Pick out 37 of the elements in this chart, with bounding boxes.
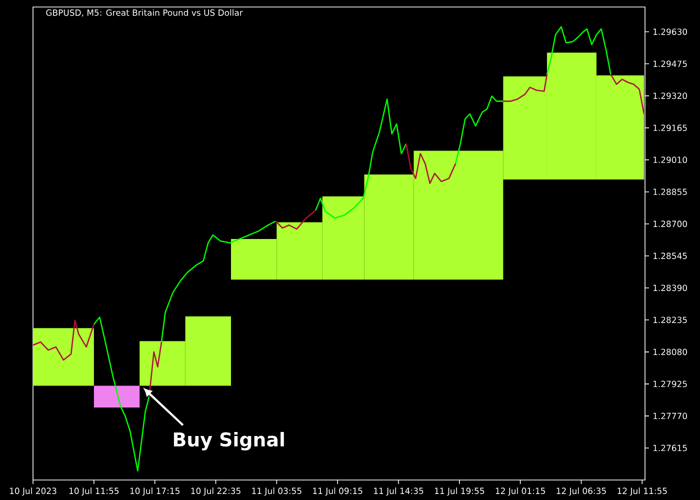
x-tick-label: 11 Jul 03:55 [252,488,302,496]
line-series [275,210,316,230]
line-series [160,220,276,343]
line-series [546,26,612,75]
y-tick-label: 1.29010 [653,156,687,164]
x-tick-label: 10 Jul 22:35 [191,488,240,496]
annotation: Buy Signal [174,432,284,450]
line-series [315,98,407,219]
bar [94,386,140,408]
y-tick-label: 1.28235 [653,316,687,324]
y-tick-label: 1.28545 [653,252,687,260]
x-tick-label: 11 Jul 14:35 [374,488,424,496]
x-tick-label: 10 Jul 2023 [10,488,56,496]
y-tick-label: 1.28855 [653,188,687,196]
y-tick-label: 1.28700 [653,220,687,228]
x-tick-label: 12 Jul 06:35 [556,488,606,496]
line-series [33,320,95,361]
line-series [610,74,645,115]
line-series [405,143,456,184]
line-series [502,74,548,102]
y-tick-label: 1.28080 [653,348,687,356]
x-tick-label: 12 Jul 11:55 [618,488,667,496]
x-tick-label: 11 Jul 09:15 [313,488,362,496]
x-tick-label: 10 Jul 17:15 [130,488,180,496]
x-tick-label: 10 Jul 11:55 [69,488,119,496]
x-tick-label: 12 Jul 01:15 [496,488,545,496]
y-tick-label: 1.28390 [653,284,687,292]
y-tick-label: 1.29475 [653,60,687,67]
y-tick-label: 1.29165 [653,124,687,132]
y-tick-label: 1.27770 [653,412,687,420]
line-series [454,96,504,164]
y-tick-label: 1.27925 [653,380,687,388]
y-tick-label: 1.29320 [653,92,687,100]
chart-title: GBPUSD, M5: Great Britain Pound vs US Dollar [46,9,243,17]
x-tick-label: 11 Jul 19:55 [434,488,484,496]
y-tick-label: 1.27615 [653,444,687,452]
y-tick-label: 1.29630 [653,28,687,35]
